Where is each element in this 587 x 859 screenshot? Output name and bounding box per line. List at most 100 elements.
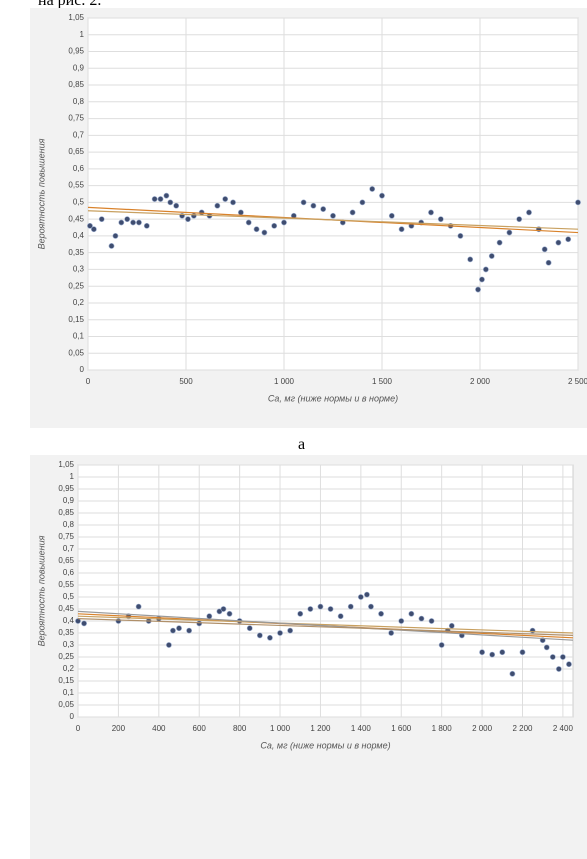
x-tick-label: 1 400 xyxy=(351,724,372,733)
y-tick-label: 0,15 xyxy=(68,315,84,324)
data-point xyxy=(448,622,455,629)
data-point xyxy=(190,212,197,219)
x-tick-label: 800 xyxy=(233,724,247,733)
data-point xyxy=(220,606,227,612)
y-tick-label: 0,25 xyxy=(68,281,84,290)
data-point xyxy=(277,630,283,636)
y-tick-label: 0,65 xyxy=(68,147,84,156)
data-point xyxy=(170,627,176,634)
data-point xyxy=(256,632,263,639)
y-tick-label: 0 xyxy=(80,365,85,374)
data-point xyxy=(320,206,327,212)
data-point xyxy=(545,259,552,266)
data-point xyxy=(378,610,384,617)
y-tick-label: 0,3 xyxy=(73,265,85,274)
y-tick-label: 0,05 xyxy=(58,700,74,709)
y-tick-label: 1,05 xyxy=(68,13,84,22)
data-point xyxy=(566,661,572,668)
data-point xyxy=(368,603,374,610)
data-point xyxy=(479,649,485,656)
data-point xyxy=(90,226,97,233)
y-tick-label: 0,7 xyxy=(73,130,85,139)
data-point xyxy=(237,209,244,216)
data-point xyxy=(467,256,474,263)
trend-line xyxy=(77,618,574,636)
y-tick-label: 0,9 xyxy=(63,496,75,505)
y-tick-label: 0,95 xyxy=(58,484,74,493)
y-tick-label: 0,2 xyxy=(63,664,75,673)
data-point xyxy=(438,642,445,648)
data-point xyxy=(428,618,435,624)
data-point xyxy=(437,216,444,223)
data-point xyxy=(555,666,562,672)
y-tick-label: 0,05 xyxy=(68,348,84,357)
data-point xyxy=(359,199,366,206)
data-point xyxy=(135,603,142,610)
data-point xyxy=(349,209,356,216)
data-point xyxy=(526,209,532,216)
x-axis-title: Ca, мг (ниже нормы и в норме) xyxy=(260,740,390,750)
data-point xyxy=(428,209,434,216)
y-tick-label: 0,5 xyxy=(73,197,85,206)
data-point xyxy=(364,591,370,598)
trend-line xyxy=(77,610,574,641)
data-point xyxy=(310,202,317,209)
data-point xyxy=(246,625,253,632)
data-point xyxy=(253,226,260,233)
y-tick-label: 0,3 xyxy=(63,640,75,649)
trend-line xyxy=(87,210,579,230)
x-tick-label: 0 xyxy=(76,724,81,733)
data-point xyxy=(166,642,172,648)
data-point xyxy=(519,649,526,656)
x-tick-label: 2 200 xyxy=(512,724,533,733)
y-tick-label: 0,85 xyxy=(68,80,84,89)
data-point xyxy=(475,286,481,293)
data-point xyxy=(559,654,566,660)
data-point xyxy=(499,649,506,656)
y-tick-label: 1 xyxy=(80,30,85,39)
x-tick-label: 400 xyxy=(152,724,166,733)
data-point xyxy=(222,196,229,202)
plot-area xyxy=(87,17,579,371)
data-point xyxy=(75,618,81,624)
y-tick-label: 0,9 xyxy=(73,63,85,72)
data-point xyxy=(565,236,572,243)
data-point xyxy=(541,246,548,253)
y-tick-label: 0,1 xyxy=(63,688,75,697)
y-tick-label: 0,85 xyxy=(58,508,74,517)
data-point xyxy=(287,627,294,634)
y-tick-label: 0,45 xyxy=(58,604,74,613)
x-tick-label: 1 800 xyxy=(432,724,453,733)
y-tick-label: 0,2 xyxy=(73,298,85,307)
y-axis-title: Вероятность повышения xyxy=(36,535,46,646)
data-point xyxy=(337,613,344,620)
data-point xyxy=(549,654,556,660)
x-tick-label: 1 200 xyxy=(310,724,331,733)
y-tick-label: 0,35 xyxy=(68,248,84,257)
x-tick-label: 2 000 xyxy=(472,724,493,733)
y-tick-label: 0,95 xyxy=(68,47,84,56)
y-tick-label: 1 xyxy=(70,472,75,481)
data-point xyxy=(267,634,273,641)
y-tick-label: 0,6 xyxy=(63,568,75,577)
chart: 0 0,05 0,1 0,15 0,2 0,25 0,3 0,35 0,4 0,45 0,5 0,55… xyxy=(30,8,587,428)
text-fragment: на рис. 2. xyxy=(38,0,102,9)
data-point xyxy=(379,192,385,199)
y-tick-label: 0,8 xyxy=(63,520,75,529)
data-point xyxy=(151,196,158,202)
data-point xyxy=(482,266,489,273)
data-point xyxy=(509,670,516,677)
data-point xyxy=(388,630,395,636)
y-tick-label: 0,75 xyxy=(58,532,74,541)
data-point xyxy=(115,618,122,624)
x-tick-label: 2 400 xyxy=(553,724,574,733)
data-point xyxy=(143,222,150,229)
y-tick-label: 0,1 xyxy=(73,332,85,341)
data-point xyxy=(167,199,174,206)
data-point xyxy=(488,253,495,259)
data-point xyxy=(575,199,581,206)
data-point xyxy=(230,199,236,206)
data-point xyxy=(529,627,536,634)
x-tick-label: 600 xyxy=(193,724,207,733)
